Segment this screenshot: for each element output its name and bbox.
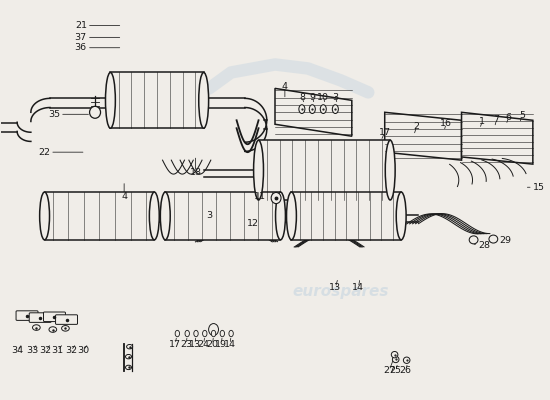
Ellipse shape <box>489 235 498 243</box>
Ellipse shape <box>125 365 131 370</box>
Ellipse shape <box>229 330 233 337</box>
Polygon shape <box>111 72 204 128</box>
Text: 32: 32 <box>40 346 52 355</box>
Text: 33: 33 <box>26 346 39 355</box>
Text: 29: 29 <box>499 236 511 245</box>
Text: 10: 10 <box>317 93 329 102</box>
Ellipse shape <box>208 324 218 336</box>
Text: 27: 27 <box>383 366 395 375</box>
Text: 5: 5 <box>519 111 525 120</box>
Ellipse shape <box>299 105 305 114</box>
Text: 14: 14 <box>224 340 236 349</box>
Ellipse shape <box>106 72 116 128</box>
FancyBboxPatch shape <box>56 315 78 324</box>
Polygon shape <box>45 192 155 240</box>
Text: 19: 19 <box>215 340 227 349</box>
Text: 23: 23 <box>180 340 192 349</box>
Text: 13: 13 <box>329 283 342 292</box>
Ellipse shape <box>62 326 69 331</box>
Text: 8: 8 <box>299 93 305 102</box>
Text: 13: 13 <box>189 340 201 349</box>
Polygon shape <box>258 140 390 200</box>
Text: eurospares: eurospares <box>293 284 389 299</box>
FancyBboxPatch shape <box>29 313 51 322</box>
Text: 17: 17 <box>379 128 390 137</box>
FancyBboxPatch shape <box>43 312 65 322</box>
Ellipse shape <box>220 330 224 337</box>
Ellipse shape <box>385 140 395 200</box>
Ellipse shape <box>185 330 189 337</box>
Text: 3: 3 <box>332 93 338 102</box>
Text: 26: 26 <box>399 366 411 375</box>
Ellipse shape <box>32 325 40 330</box>
Ellipse shape <box>199 72 208 128</box>
Polygon shape <box>292 192 401 240</box>
Ellipse shape <box>161 192 170 240</box>
Text: 18: 18 <box>189 168 201 176</box>
Text: 14: 14 <box>353 283 365 292</box>
Ellipse shape <box>40 192 49 240</box>
Text: 35: 35 <box>48 110 60 119</box>
Ellipse shape <box>90 106 101 118</box>
Text: 20: 20 <box>206 340 218 349</box>
Ellipse shape <box>320 105 326 114</box>
Text: 32: 32 <box>65 346 77 355</box>
Text: eurospares: eurospares <box>293 161 389 176</box>
FancyBboxPatch shape <box>16 311 38 320</box>
Text: 25: 25 <box>390 366 402 375</box>
Ellipse shape <box>150 192 160 240</box>
Ellipse shape <box>287 192 296 240</box>
Text: 17: 17 <box>169 340 181 349</box>
Ellipse shape <box>403 357 410 364</box>
Text: eurospares: eurospares <box>48 222 145 237</box>
Polygon shape <box>461 112 533 164</box>
Text: 28: 28 <box>478 241 490 250</box>
Ellipse shape <box>254 140 263 200</box>
Text: 24: 24 <box>197 340 210 349</box>
Text: 34: 34 <box>11 346 23 355</box>
Text: 15: 15 <box>533 183 545 192</box>
Ellipse shape <box>332 105 338 114</box>
Ellipse shape <box>125 354 131 359</box>
Ellipse shape <box>126 344 133 349</box>
Text: 11: 11 <box>254 192 266 200</box>
Text: 4: 4 <box>121 192 127 200</box>
Ellipse shape <box>211 330 216 337</box>
Text: 7: 7 <box>494 115 499 124</box>
Ellipse shape <box>175 330 179 337</box>
Text: 36: 36 <box>75 43 87 52</box>
Ellipse shape <box>309 105 315 114</box>
Text: 4: 4 <box>282 82 288 91</box>
Ellipse shape <box>469 236 478 244</box>
Ellipse shape <box>392 356 399 363</box>
Text: 1: 1 <box>480 116 485 126</box>
Ellipse shape <box>271 192 281 204</box>
Text: 3: 3 <box>206 212 212 220</box>
Text: 2: 2 <box>414 122 420 131</box>
Polygon shape <box>166 192 280 240</box>
Ellipse shape <box>396 192 406 240</box>
Text: 12: 12 <box>246 219 258 228</box>
Text: 16: 16 <box>440 119 452 128</box>
Text: 21: 21 <box>75 21 87 30</box>
Ellipse shape <box>276 192 285 240</box>
Polygon shape <box>275 88 352 136</box>
Ellipse shape <box>391 352 398 358</box>
Ellipse shape <box>49 327 57 332</box>
Text: 22: 22 <box>38 148 50 157</box>
Text: 30: 30 <box>77 346 89 355</box>
Polygon shape <box>384 112 461 160</box>
Text: 37: 37 <box>75 33 87 42</box>
Text: 9: 9 <box>309 93 315 102</box>
Text: 6: 6 <box>505 112 512 122</box>
Ellipse shape <box>194 330 198 337</box>
Text: 31: 31 <box>52 346 64 355</box>
Ellipse shape <box>202 330 207 337</box>
